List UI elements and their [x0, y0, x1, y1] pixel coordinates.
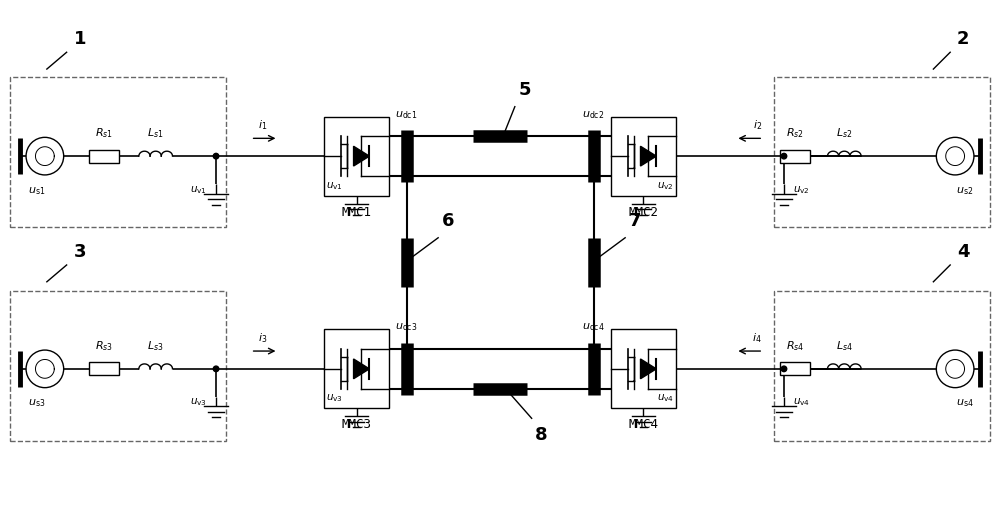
Polygon shape [354, 359, 369, 379]
Text: 5: 5 [518, 81, 531, 99]
Polygon shape [354, 146, 369, 166]
Text: MMC3: MMC3 [342, 418, 372, 432]
Text: MMC1: MMC1 [342, 206, 372, 218]
Bar [774, 77, 990, 227]
Text: $\mathit{u}_{\mathrm{dc1}}$: $\mathit{u}_{\mathrm{dc1}}$ [395, 109, 418, 121]
Text: $R_{s2}$: $R_{s2}$ [786, 127, 804, 140]
Bar [611, 329, 676, 408]
Circle shape [781, 366, 787, 372]
Bar [780, 150, 810, 163]
Text: $L_{s3}$: $L_{s3}$ [147, 339, 164, 353]
Text: $i_{4}$: $i_{4}$ [752, 331, 762, 345]
Text: $\mathit{u}_{\mathrm{dc4}}$: $\mathit{u}_{\mathrm{dc4}}$ [582, 321, 605, 333]
Bar [89, 150, 119, 163]
Bar [611, 117, 676, 196]
Text: $\mathit{u}_{\mathrm{s3}}$: $\mathit{u}_{\mathrm{s3}}$ [28, 397, 46, 410]
Text: $L_{s4}$: $L_{s4}$ [836, 339, 853, 353]
Text: $\mathit{u}_{\mathrm{s4}}$: $\mathit{u}_{\mathrm{s4}}$ [956, 397, 974, 410]
Text: $\mathit{u}_{\mathrm{s2}}$: $\mathit{u}_{\mathrm{s2}}$ [956, 185, 974, 196]
Text: 7: 7 [629, 212, 641, 230]
Text: $\mathit{u}_{\mathrm{s1}}$: $\mathit{u}_{\mathrm{s1}}$ [28, 185, 46, 196]
Text: $L_{s1}$: $L_{s1}$ [147, 127, 164, 140]
Bar [89, 362, 119, 375]
Circle shape [213, 366, 219, 372]
Circle shape [781, 153, 787, 159]
Text: $\mathit{u}_{\mathrm{v4}}$: $\mathit{u}_{\mathrm{v4}}$ [657, 393, 674, 404]
Text: $i_{1}$: $i_{1}$ [258, 119, 267, 132]
Text: $i_{2}$: $i_{2}$ [753, 119, 762, 132]
Text: 8: 8 [535, 426, 548, 444]
Text: $i_{3}$: $i_{3}$ [258, 331, 267, 345]
Text: $R_{s1}$: $R_{s1}$ [95, 127, 113, 140]
Polygon shape [640, 146, 656, 166]
Text: $\mathit{u}_{\mathrm{v1}}$: $\mathit{u}_{\mathrm{v1}}$ [326, 180, 343, 192]
Bar [780, 362, 810, 375]
Text: $\mathit{u}_{\mathrm{v1}}$: $\mathit{u}_{\mathrm{v1}}$ [190, 184, 207, 195]
Polygon shape [640, 359, 656, 379]
Text: MMC4: MMC4 [628, 418, 658, 432]
Bar [10, 291, 226, 441]
Text: $\mathit{u}_{\mathrm{v4}}$: $\mathit{u}_{\mathrm{v4}}$ [793, 396, 810, 408]
Bar [324, 329, 389, 408]
Text: $\mathit{u}_{\mathrm{v2}}$: $\mathit{u}_{\mathrm{v2}}$ [657, 180, 674, 192]
Bar [774, 291, 990, 441]
Text: $\mathit{u}_{\mathrm{dc2}}$: $\mathit{u}_{\mathrm{dc2}}$ [582, 109, 605, 121]
Text: $\mathit{u}_{\mathrm{v3}}$: $\mathit{u}_{\mathrm{v3}}$ [190, 396, 207, 408]
Text: $\mathit{u}_{\mathrm{v3}}$: $\mathit{u}_{\mathrm{v3}}$ [326, 393, 343, 404]
Circle shape [213, 153, 219, 159]
Bar [10, 77, 226, 227]
Text: 6: 6 [442, 212, 454, 230]
Text: 3: 3 [74, 243, 86, 261]
Text: 2: 2 [957, 30, 970, 48]
Text: 4: 4 [957, 243, 970, 261]
Text: $\mathit{u}_{\mathrm{v2}}$: $\mathit{u}_{\mathrm{v2}}$ [793, 184, 810, 195]
Text: MMC2: MMC2 [628, 206, 658, 218]
Bar [324, 117, 389, 196]
Text: $\mathit{u}_{\mathrm{dc3}}$: $\mathit{u}_{\mathrm{dc3}}$ [395, 321, 418, 333]
Text: 1: 1 [74, 30, 86, 48]
Text: $L_{s2}$: $L_{s2}$ [836, 127, 853, 140]
Text: $R_{s3}$: $R_{s3}$ [95, 339, 113, 353]
Text: $R_{s4}$: $R_{s4}$ [786, 339, 804, 353]
